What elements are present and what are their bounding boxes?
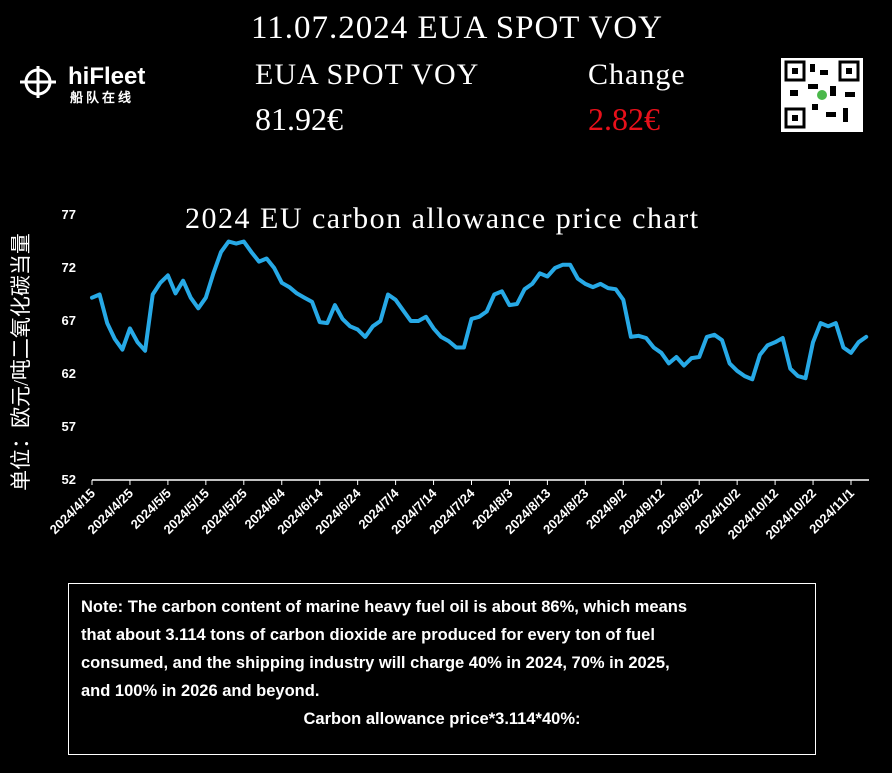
note-line: that about 3.114 tons of carbon dioxide …	[81, 626, 655, 644]
chart-title: 2024 EU carbon allowance price chart	[185, 202, 700, 235]
y-tick-label: 52	[62, 472, 76, 487]
price-label: EUA SPOT VOY	[255, 58, 479, 91]
logo-subtext: 船队在线	[70, 90, 134, 106]
note-line: consumed, and the shipping industry will…	[81, 654, 670, 672]
note-box: Note: The carbon content of marine heavy…	[68, 583, 816, 755]
note-line: and 100% in 2026 and beyond.	[81, 682, 320, 700]
change-label: Change	[588, 58, 686, 91]
formula: Carbon allowance price*3.114*40%:	[303, 710, 581, 728]
y-tick-label: 62	[62, 366, 76, 381]
note-line: Note: The carbon content of marine heavy…	[81, 598, 688, 616]
y-axis-label: 单位：欧元/吨二氧化碳当量	[9, 233, 33, 491]
y-tick-label: 77	[62, 207, 76, 222]
date-title: 11.07.2024 EUA SPOT VOY	[251, 10, 663, 46]
change: 2.82€	[588, 101, 660, 137]
y-tick-label: 57	[62, 419, 76, 434]
logo-icon	[20, 66, 56, 98]
y-tick-label: 67	[62, 313, 76, 328]
price-line	[90, 239, 869, 382]
y-tick-label: 72	[62, 260, 76, 275]
logo-text: hiFleet	[68, 63, 145, 90]
price: 81.92€	[255, 101, 343, 137]
qr-code	[781, 58, 863, 132]
